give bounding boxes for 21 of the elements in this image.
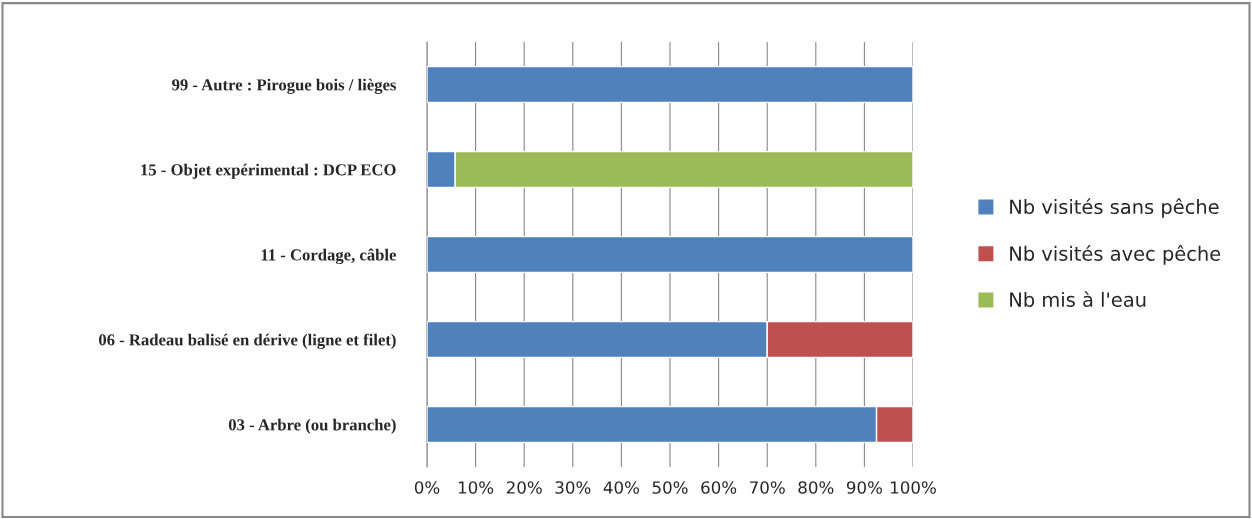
x-tick-label: 100% [891, 481, 936, 494]
bar [427, 235, 913, 274]
bar [427, 65, 913, 104]
y-tick-label: 99 - Autre : Pirogue bois / lièges [172, 78, 397, 94]
legend-label: Nb visités sans pêche [1010, 198, 1219, 218]
x-tick-label: 40% [603, 481, 639, 494]
x-tick-label: 20% [506, 481, 542, 494]
y-tick-label: 06 - Radeau balisé en dérive (ligne et filet) [98, 333, 396, 350]
x-tick-label: 0% [414, 481, 440, 494]
x-tick-label: 90% [846, 481, 882, 494]
y-tick-label: 15 - Objet expérimental : DCP ECO [141, 163, 396, 179]
x-tick-label: 30% [555, 481, 591, 494]
x-tick-label: 50% [652, 481, 688, 494]
y-tick-label: 03 - Arbre (ou branche) [228, 418, 396, 434]
x-tick-label: 80% [798, 481, 834, 494]
y-tick-label: 11 - Cordage, câble [261, 248, 397, 265]
x-tick-label: 60% [701, 481, 737, 494]
x-tick-label: 10% [458, 481, 494, 494]
x-tick-label: 70% [750, 481, 785, 494]
legend-label: Nb mis à l'eau [1010, 291, 1146, 307]
legend-label: Nb visités avec pêche [1010, 245, 1221, 265]
